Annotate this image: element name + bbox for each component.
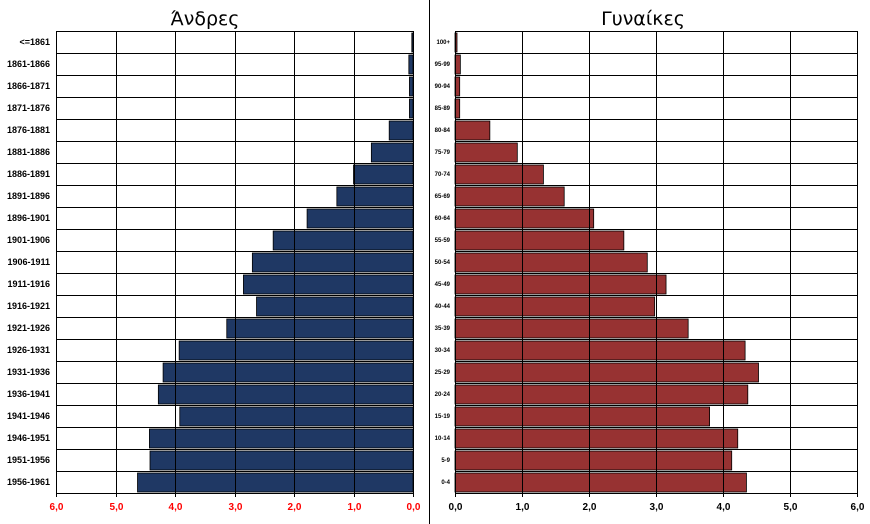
category-label: 5-9 (441, 458, 450, 464)
bar-70-74 (454, 164, 544, 185)
category-label: 1916-1921 (7, 301, 50, 311)
category-label: 1866-1871 (7, 81, 50, 91)
category-label: 60-64 (435, 216, 451, 222)
category-label: 1861-1866 (7, 59, 50, 69)
bar-35-39 (454, 318, 689, 339)
category-label: 1881-1886 (7, 147, 50, 157)
bar-1876-1881 (388, 120, 414, 141)
category-label: 25-29 (435, 370, 451, 376)
x-tick-label: 3,0 (229, 502, 243, 513)
category-label: 1946-1951 (7, 433, 50, 443)
category-label: 1926-1931 (7, 345, 50, 355)
category-label: 75-79 (435, 150, 451, 156)
x-tick-label: 4,0 (169, 502, 183, 513)
x-tick-label: 5,0 (110, 502, 124, 513)
bar-80-84 (454, 120, 491, 141)
x-tick-label: 2,0 (288, 502, 302, 513)
bar-1936-1941 (157, 384, 414, 405)
x-tick-label: 0,0 (407, 502, 421, 513)
x-tick-label: 2,0 (583, 502, 597, 513)
category-label: 1891-1896 (7, 191, 50, 201)
category-label: 85-89 (435, 106, 451, 112)
category-label: 10-14 (435, 436, 451, 442)
bar-1911-1916 (243, 274, 414, 295)
category-label: 50-54 (435, 260, 451, 266)
category-label: 30-34 (435, 348, 451, 354)
bar-40-44 (454, 296, 656, 317)
category-label: <=1861 (19, 37, 50, 47)
x-tick-label: 6,0 (50, 502, 64, 513)
category-label: 100+ (436, 40, 450, 46)
category-label: 1941-1946 (7, 411, 50, 421)
category-label: 1886-1891 (7, 169, 50, 179)
category-label: 35-39 (435, 326, 451, 332)
category-label: 80-84 (435, 128, 451, 134)
category-label: 40-44 (435, 304, 451, 310)
bar-1946-1951 (149, 428, 414, 449)
bar-1951-1956 (149, 450, 414, 471)
bar-1906-1911 (251, 252, 414, 273)
category-label: 1936-1941 (7, 389, 50, 399)
category-label: 45-49 (435, 282, 451, 288)
category-label: 15-19 (435, 414, 451, 420)
bar-1861-1866 (408, 54, 414, 75)
bar-1871-1876 (409, 98, 414, 119)
bar-10-14 (454, 428, 739, 449)
x-tick-label: 6,0 (851, 502, 865, 513)
bar-1956-1961 (137, 472, 414, 493)
category-label: 1876-1881 (7, 125, 50, 135)
women-chart-title: Γυναίκες (601, 8, 685, 30)
category-label: 90-94 (435, 84, 451, 90)
bar-1891-1896 (336, 186, 414, 207)
bar-0-4 (454, 472, 747, 493)
bar-1866-1871 (409, 76, 414, 97)
category-label: 1956-1961 (7, 477, 50, 487)
category-label: 1896-1901 (7, 213, 50, 223)
x-tick-label: 0,0 (449, 502, 463, 513)
category-label: 1871-1876 (7, 103, 50, 113)
bar-75-79 (454, 142, 518, 163)
women-bar-chart: 0,0 1,0 2,0 3,0 4,0 5,0 6,0 100+ 95-99 90-94 85-89… (435, 31, 865, 513)
bar-55-59 (454, 230, 625, 251)
category-label: 1901-1906 (7, 235, 50, 245)
bar-50-54 (454, 252, 648, 273)
men-chart-title: Άνδρες (171, 8, 240, 30)
bar-60-64 (454, 208, 595, 229)
bar-1886-1891 (353, 164, 414, 185)
bar-1921-1926 (226, 318, 414, 339)
x-tick-label: 3,0 (650, 502, 664, 513)
x-tick-label: 4,0 (717, 502, 731, 513)
bar-45-49 (454, 274, 667, 295)
bar-5-9 (454, 450, 733, 471)
category-label: 1951-1956 (7, 455, 50, 465)
x-tick-label: 1,0 (348, 502, 362, 513)
bar-25-29 (454, 362, 759, 383)
bar-30-34 (454, 340, 746, 361)
category-label: 95-99 (435, 62, 451, 68)
x-tick-label: 1,0 (516, 502, 530, 513)
bar-1896-1901 (306, 208, 414, 229)
bar-1916-1921 (256, 296, 414, 317)
bar-1931-1936 (162, 362, 414, 383)
category-label: 1921-1926 (7, 323, 50, 333)
category-label: 0-4 (441, 480, 450, 486)
category-label: 1911-1916 (7, 279, 50, 289)
bar-<=1861 (411, 32, 414, 53)
category-label: 1931-1936 (7, 367, 50, 377)
category-label: 65-69 (435, 194, 451, 200)
bar-1926-1931 (178, 340, 414, 361)
category-label: 1906-1911 (7, 257, 50, 267)
category-label: 20-24 (435, 392, 451, 398)
bar-1881-1886 (370, 142, 414, 163)
men-bar-chart: 6,0 5,0 4,0 3,0 2,0 1,0 0,0 <=1861 1861-1866 1866… (7, 31, 421, 513)
x-tick-label: 5,0 (784, 502, 798, 513)
bar-15-19 (454, 406, 711, 427)
category-label: 55-59 (435, 238, 451, 244)
bar-1941-1946 (179, 406, 414, 427)
bar-65-69 (454, 186, 565, 207)
category-label: 70-74 (435, 172, 451, 178)
bar-20-24 (454, 384, 749, 405)
